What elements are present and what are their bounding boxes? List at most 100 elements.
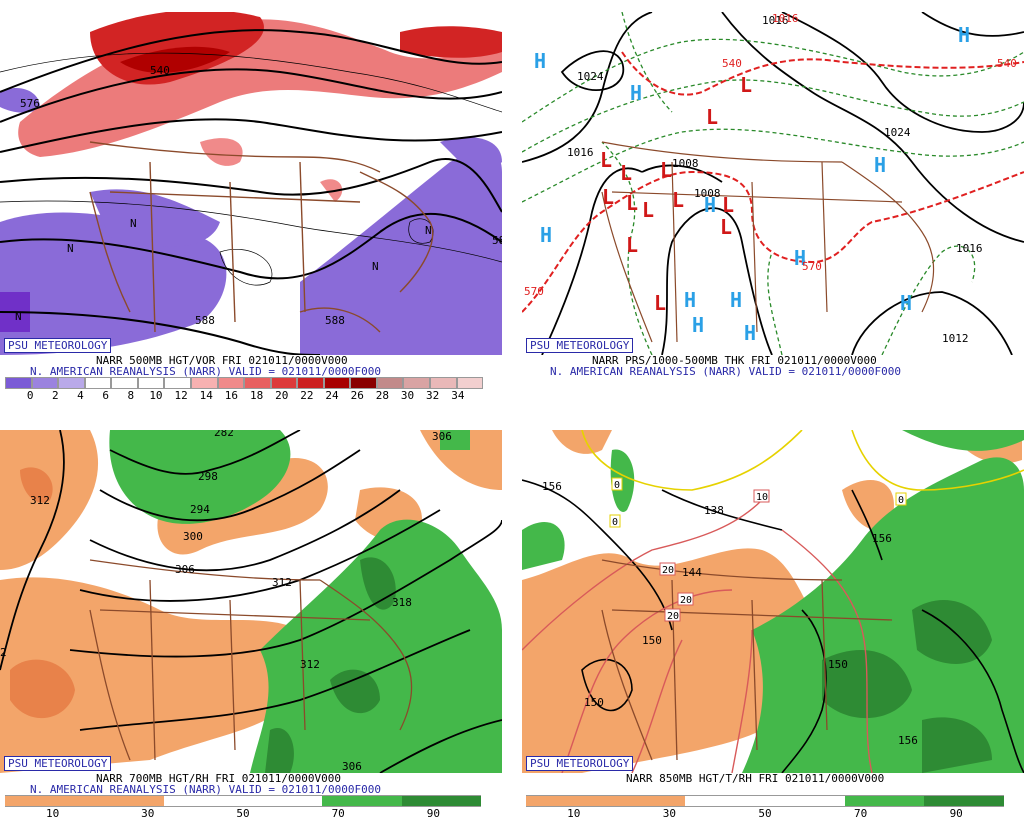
colorbar-tick: 10 (149, 389, 163, 402)
low-pressure-marker: L (660, 158, 672, 182)
colorbar-swatch (58, 377, 85, 389)
map-pressure-thickness: H H H H H H H H H H H H L L L L L L L L … (522, 12, 1024, 355)
colorbar-swatch (164, 377, 191, 389)
isobar-label: 1008 (672, 157, 699, 170)
low-pressure-marker: L (720, 215, 732, 239)
colorbar-tick: 30 (400, 389, 415, 402)
low-pressure-marker: L (654, 291, 666, 315)
colorbar-tick: 6 (102, 389, 109, 402)
panel-caption: NARR PRS/1000-500MB THK FRI 021011/0000V… (592, 354, 877, 367)
colorbar-swatch (804, 795, 845, 807)
colorbar-swatch (44, 795, 85, 807)
psu-meteorology-badge: PSU METEOROLOGY (526, 338, 634, 353)
panel-caption: NARR 850MB HGT/T/RH FRI 021011/0000V000 (626, 772, 885, 785)
temperature-label: 0 (612, 517, 618, 528)
colorbar-tick: 18 (249, 389, 264, 402)
colorbar-swatch (645, 795, 686, 807)
colorbar-swatch (323, 377, 351, 389)
high-pressure-marker: H (684, 288, 696, 312)
panel-caption: N. AMERICAN REANALYSIS (NARR) VALID = 02… (550, 365, 901, 378)
temperature-label: 10 (756, 492, 768, 503)
colorbar-swatch (884, 795, 925, 807)
low-pressure-marker: L (600, 148, 612, 172)
colorbar-swatch (526, 795, 566, 807)
high-pressure-marker: H (900, 291, 912, 315)
thickness-label: 1016 (772, 12, 799, 25)
colorbar-tick: 28 (375, 389, 389, 402)
high-pressure-marker: H (704, 193, 716, 217)
high-pressure-marker: H (630, 81, 642, 105)
height-label: 150 (828, 658, 848, 671)
high-pressure-marker: H (540, 223, 552, 247)
psu-meteorology-badge: PSU METEOROLOGY (4, 338, 112, 353)
colorbar-swatch (456, 377, 484, 389)
isobar-label: 1024 (577, 70, 604, 83)
low-pressure-marker: L (620, 161, 632, 185)
height-label: 2 (0, 646, 7, 659)
colorbar-tick: 10 (45, 807, 60, 820)
contour-label: 588 (325, 314, 345, 327)
panel-500mb-vorticity: 540 588 588 576 588 N N N N N PSU METEOR… (0, 12, 502, 355)
contour-label: 588 (492, 234, 502, 247)
colorbar-swatch (243, 795, 283, 807)
height-label: 138 (704, 504, 724, 517)
colorbar-swatch (137, 377, 165, 389)
height-label: 306 (342, 760, 362, 773)
temperature-label: 20 (667, 611, 679, 622)
thickness-label: 540 (997, 57, 1017, 70)
height-label: 312 (30, 494, 50, 507)
panel-caption: NARR 500MB HGT/VOR FRI 021011/0000V000 (96, 354, 348, 367)
low-pressure-marker: L (626, 191, 638, 215)
colorbar-swatch (403, 377, 430, 389)
high-pressure-marker: H (534, 49, 546, 73)
low-pressure-marker: L (672, 188, 684, 212)
colorbar-swatch (401, 795, 442, 807)
colorbar-tick: 30 (141, 807, 155, 820)
panel-850mb-temp-rh: 156 138 144 150 150 150 156 156 0 0 10 2… (522, 430, 1024, 773)
vorticity-colorbar (5, 377, 484, 389)
colorbar-tick: 70 (331, 807, 345, 820)
colorbar-tick: 34 (451, 389, 465, 402)
low-pressure-marker: L (642, 198, 654, 222)
panel-caption: N. AMERICAN REANALYSIS (NARR) VALID = 02… (30, 783, 381, 796)
colorbar-tick: 32 (426, 389, 440, 402)
psu-meteorology-badge: PSU METEOROLOGY (4, 756, 112, 771)
height-label: 150 (642, 634, 662, 647)
vorticity-marker: N (372, 260, 379, 273)
low-pressure-marker: L (706, 105, 718, 129)
rh-colorbar (5, 795, 482, 807)
colorbar-swatch (322, 795, 363, 807)
vorticity-marker: N (67, 242, 74, 255)
height-label: 312 (272, 576, 292, 589)
psu-meteorology-badge: PSU METEOROLOGY (526, 756, 634, 771)
colorbar-tick: 90 (949, 807, 963, 820)
contour-label: 576 (20, 97, 40, 110)
colorbar-swatch (84, 795, 125, 807)
contour-label: 588 (195, 314, 215, 327)
colorbar-swatch (764, 795, 805, 807)
temperature-label: 0 (898, 495, 904, 506)
colorbar-swatch (565, 795, 606, 807)
thickness-label: 570 (524, 285, 544, 298)
colorbar-swatch (163, 795, 204, 807)
colorbar-tick: 22 (300, 389, 314, 402)
height-label: 282 (214, 430, 234, 439)
map-700mb-rh: 312 306 300 294 298 306 312 312 318 306 … (0, 430, 502, 773)
low-pressure-marker: L (602, 185, 614, 209)
panel-caption: NARR 700MB HGT/RH FRI 021011/0000V000 (96, 772, 342, 785)
low-pressure-marker: L (722, 193, 734, 217)
isobar-label: 1016 (762, 14, 789, 27)
colorbar-swatch (430, 377, 457, 389)
height-label: 156 (898, 734, 918, 747)
height-label: 306 (432, 430, 452, 443)
vorticity-marker: N (425, 224, 432, 237)
colorbar-swatch (244, 377, 271, 389)
colorbar-tick: 14 (199, 389, 213, 402)
low-pressure-marker: L (740, 73, 752, 97)
colorbar-swatch (282, 795, 323, 807)
isobar-label: 1024 (884, 126, 911, 139)
height-label: 156 (542, 480, 562, 493)
panel-caption: N. AMERICAN REANALYSIS (NARR) VALID = 02… (30, 365, 381, 378)
rh-colorbar-ticks: 10 30 50 70 90 (5, 807, 481, 820)
high-pressure-marker: H (874, 153, 886, 177)
